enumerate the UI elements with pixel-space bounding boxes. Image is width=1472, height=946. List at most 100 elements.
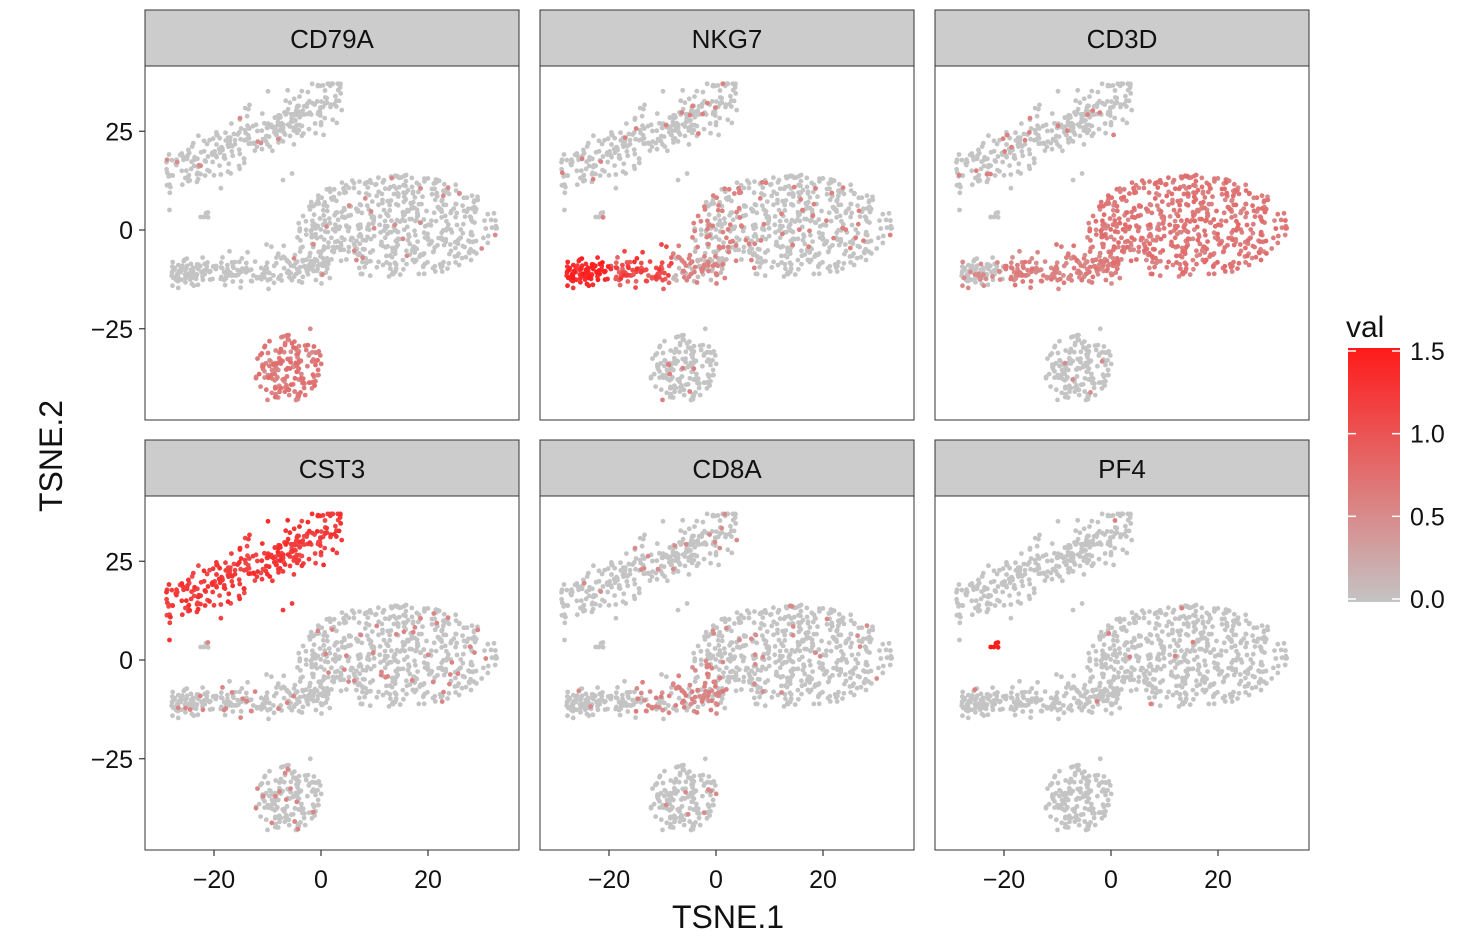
data-point [442,620,447,626]
data-point [175,692,181,698]
data-point [1129,107,1135,113]
data-point [437,692,443,697]
data-point [648,375,654,381]
data-point [739,257,744,262]
data-point [624,260,630,265]
data-point [851,262,857,268]
data-point [1004,132,1010,138]
data-point [1020,279,1026,284]
data-point [446,690,452,696]
data-point [1026,147,1032,153]
data-point [323,531,328,536]
data-point [1009,265,1015,271]
data-point [708,130,713,136]
data-point [1082,375,1088,381]
data-point [1253,254,1259,260]
data-point [346,249,351,255]
data-point [985,176,991,182]
data-point [1264,251,1269,256]
data-point [1091,131,1096,136]
data-point [299,88,305,94]
data-point [1125,217,1131,223]
data-point [437,636,442,642]
data-point [660,277,666,283]
data-point [358,655,363,660]
data-point [189,144,195,149]
data-point [692,114,698,119]
data-point [1192,218,1198,224]
data-point [401,696,406,702]
data-point [1222,197,1228,203]
data-point [219,274,224,280]
data-point [700,111,705,117]
data-point [1002,149,1008,154]
data-point [1200,199,1206,205]
data-point [326,240,331,246]
data-point [315,797,321,803]
data-point [278,776,284,782]
data-point [1068,385,1074,391]
data-point [1252,214,1258,220]
data-point [1259,206,1265,211]
data-point [283,528,289,534]
data-point [219,144,224,150]
data-point [371,663,377,669]
data-point [710,198,716,204]
data-point [287,563,293,569]
data-point [704,81,710,87]
data-point [700,89,706,95]
data-point [401,194,407,200]
data-point [407,646,413,652]
data-point [287,100,293,106]
data-point [311,212,317,218]
data-point [1222,245,1228,250]
data-point [313,792,318,798]
data-point [296,790,301,796]
data-point [291,256,297,261]
data-point [382,218,388,224]
data-point [1203,257,1209,263]
data-point [185,174,191,179]
data-point [849,222,855,228]
data-point [338,677,343,683]
data-point [336,98,342,104]
data-point [299,563,305,569]
data-point [405,207,410,213]
data-point [840,225,846,231]
data-point [169,587,175,593]
data-point [324,696,330,702]
data-point [324,638,330,644]
data-point [298,820,303,825]
data-point [725,227,731,232]
data-point [666,129,672,135]
data-point [620,262,625,268]
data-point [1175,213,1181,219]
data-point [564,157,570,163]
data-point [1065,252,1071,258]
data-point [485,641,491,647]
data-point [706,268,711,274]
data-point [1028,278,1034,284]
data-point [202,603,208,608]
data-point [1114,208,1120,214]
data-point [415,213,421,219]
data-point [714,272,719,278]
data-point [389,218,394,224]
data-point [731,98,737,104]
data-point [240,696,246,702]
data-point [402,218,408,224]
data-point [1110,83,1116,88]
data-point [1089,376,1095,381]
data-point [297,94,302,99]
data-point [235,267,241,273]
data-point [365,185,371,191]
data-point [309,779,315,785]
data-point [1109,99,1114,104]
data-point [421,681,427,686]
data-point [617,282,623,288]
data-point [1263,238,1269,244]
data-point [351,241,357,247]
data-point [1241,206,1247,212]
data-point [1042,259,1048,264]
data-point [732,224,738,230]
